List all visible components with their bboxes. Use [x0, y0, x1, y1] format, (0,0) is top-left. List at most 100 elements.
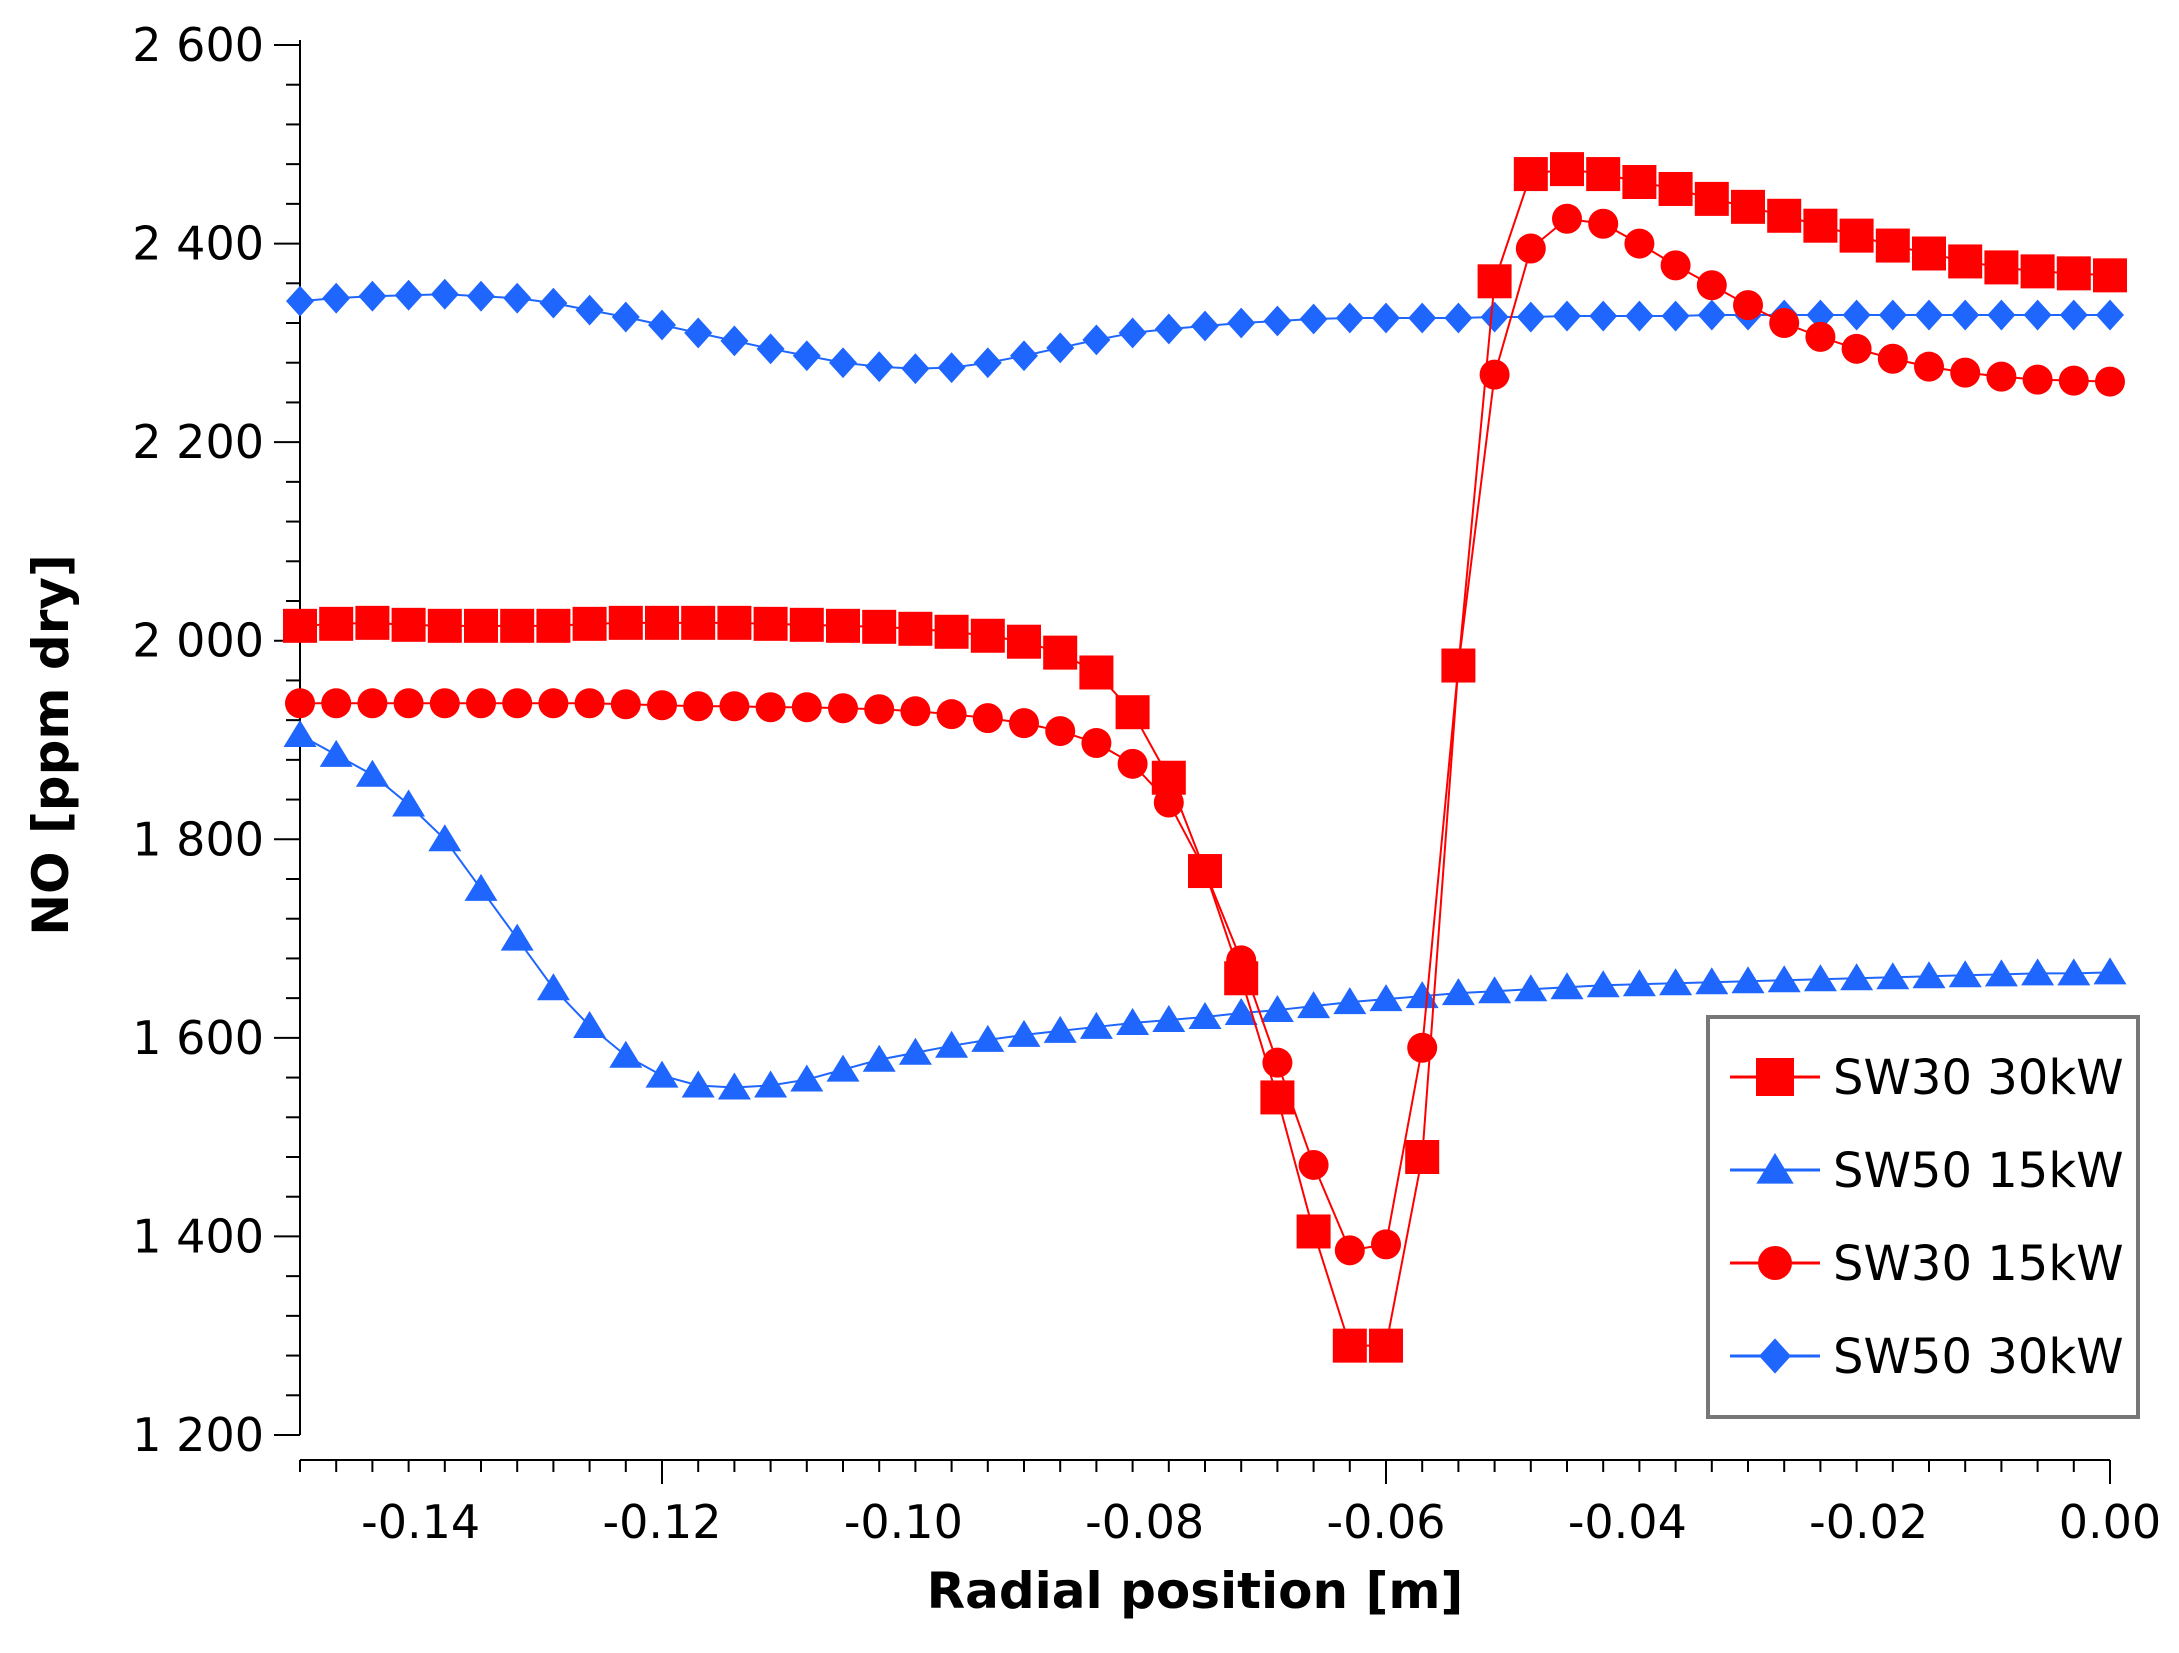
data-point-diamond — [756, 333, 785, 365]
y-tick-label: 1 200 — [132, 1408, 264, 1462]
data-point-circle — [1407, 1032, 1438, 1063]
data-point-square — [608, 605, 643, 640]
data-point-triangle — [1622, 969, 1656, 997]
data-point-triangle — [500, 923, 534, 951]
series-sw50-30kw — [286, 278, 2124, 385]
data-point-diamond — [611, 301, 640, 333]
data-point-diamond — [792, 340, 821, 372]
data-point-circle — [791, 692, 822, 723]
data-point-square — [1007, 624, 1041, 659]
data-point-diamond — [1987, 299, 2016, 331]
data-point-triangle — [1297, 991, 1331, 1019]
data-point-triangle — [1224, 998, 1258, 1026]
data-point-square — [1405, 1140, 1440, 1174]
data-point-diamond — [973, 347, 1002, 379]
data-point-diamond — [1589, 300, 1618, 332]
data-point-circle — [1588, 208, 1619, 239]
data-point-triangle — [1550, 972, 1584, 1000]
data-point-triangle — [573, 1010, 607, 1038]
data-point-circle — [1009, 708, 1039, 739]
data-point-square — [1151, 760, 1186, 795]
data-point-triangle — [1586, 970, 1620, 998]
data-point-circle — [1045, 716, 1076, 747]
data-point-diamond — [937, 352, 966, 384]
data-point-diamond — [1046, 332, 1075, 364]
data-point-triangle — [1912, 961, 1946, 989]
data-point-circle — [1371, 1229, 1401, 1260]
data-point-diamond — [901, 353, 930, 385]
legend-entry: SW30 15kW — [1730, 1236, 2124, 1292]
data-point-square — [1224, 961, 1259, 996]
data-point-square — [1188, 854, 1222, 889]
data-point-triangle — [2093, 957, 2127, 985]
data-point-triangle — [645, 1060, 679, 1088]
data-point-square — [1658, 171, 1693, 206]
data-point-square — [1731, 189, 1765, 224]
data-point-diamond — [1806, 299, 1835, 331]
series-layer — [283, 152, 2127, 1363]
data-point-triangle — [1188, 1002, 1222, 1030]
data-point-triangle — [1756, 1153, 1794, 1184]
data-point-circle — [1334, 1235, 1365, 1266]
data-point-triangle — [1441, 978, 1475, 1006]
data-point-triangle — [790, 1064, 824, 1092]
data-point-circle — [538, 688, 569, 719]
data-point-square — [1260, 1080, 1295, 1115]
data-point-circle — [1733, 290, 1763, 321]
data-point-triangle — [1695, 967, 1729, 995]
x-tick-label: -0.06 — [1326, 1495, 1445, 1549]
data-point-triangle — [283, 720, 317, 748]
data-point-circle — [1552, 203, 1582, 234]
data-point-diamond — [1516, 301, 1545, 333]
data-point-triangle — [1007, 1019, 1041, 1047]
data-point-square — [1875, 228, 1910, 263]
data-point-circle — [936, 699, 967, 730]
data-point-circle — [502, 688, 533, 719]
data-point-diamond — [1118, 317, 1147, 349]
y-tick-label: 2 400 — [132, 217, 264, 271]
data-point-square — [1803, 208, 1838, 243]
legend-label: SW30 30kW — [1833, 1050, 2124, 1106]
data-point-square — [645, 605, 679, 640]
data-point-diamond — [648, 309, 676, 341]
data-point-square — [1043, 635, 1078, 670]
data-point-diamond — [1625, 300, 1654, 332]
data-point-triangle — [1079, 1011, 1113, 1039]
data-point-triangle — [862, 1044, 896, 1072]
data-point-square — [1369, 1328, 1403, 1363]
data-point-square — [681, 605, 716, 640]
data-point-triangle — [1659, 968, 1693, 996]
data-point-circle — [285, 688, 315, 719]
data-point-diamond — [1951, 299, 1980, 331]
data-point-diamond — [1915, 299, 1943, 331]
data-point-square — [464, 608, 498, 643]
data-point-square — [2093, 258, 2127, 293]
data-point-diamond — [467, 280, 495, 312]
data-point-diamond — [358, 280, 387, 312]
x-tick-label: -0.04 — [1568, 1495, 1687, 1549]
data-point-diamond — [1082, 324, 1111, 356]
y-tick-label: 1 800 — [132, 812, 264, 866]
data-point-triangle — [1043, 1015, 1077, 1043]
data-point-circle — [357, 688, 388, 719]
data-point-diamond — [430, 278, 459, 310]
data-point-diamond — [539, 287, 568, 319]
data-point-diamond — [1878, 299, 1907, 331]
data-point-diamond — [1759, 1338, 1791, 1374]
data-point-square — [1513, 157, 1548, 192]
series-sw30-30kw — [283, 152, 2127, 1363]
data-point-diamond — [503, 282, 532, 314]
data-point-circle — [2058, 365, 2089, 396]
x-axis-title: Radial position [m] — [927, 1562, 1464, 1620]
data-point-circle — [1758, 1246, 1792, 1280]
data-point-diamond — [2023, 299, 2052, 331]
data-point-diamond — [829, 347, 857, 379]
data-point-diamond — [1154, 313, 1183, 345]
data-point-circle — [1081, 727, 1112, 758]
data-point-triangle — [1478, 976, 1512, 1004]
data-point-diamond — [1480, 301, 1509, 333]
data-point-circle — [900, 696, 931, 727]
data-point-circle — [610, 689, 641, 720]
data-point-square — [1079, 655, 1114, 690]
